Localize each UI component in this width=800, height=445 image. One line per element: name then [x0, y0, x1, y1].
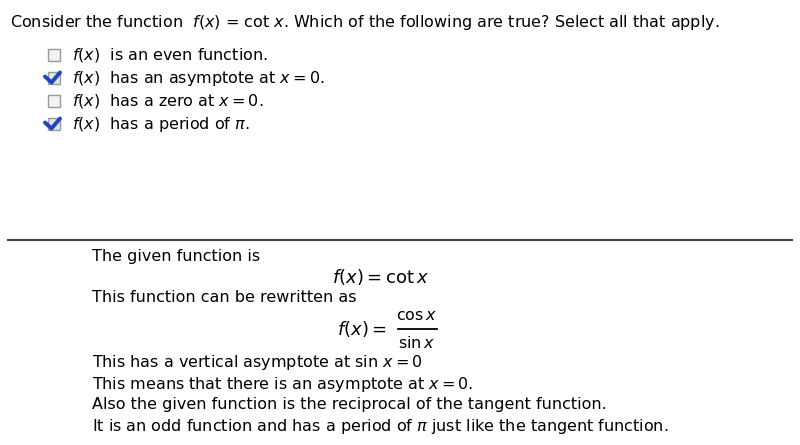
Text: The given function is: The given function is	[92, 250, 260, 264]
Text: $f(x)$  has a zero at $x = 0$.: $f(x)$ has a zero at $x = 0$.	[72, 92, 263, 110]
Text: $f(x) = \cot x$: $f(x) = \cot x$	[331, 267, 429, 287]
Text: $f(x)$  is an even function.: $f(x)$ is an even function.	[72, 46, 268, 64]
Text: This means that there is an asymptote at $x = 0$.: This means that there is an asymptote at…	[92, 375, 474, 393]
Text: $\sin x$: $\sin x$	[398, 335, 435, 351]
Text: $\cos x$: $\cos x$	[397, 308, 438, 324]
FancyBboxPatch shape	[48, 49, 60, 61]
FancyBboxPatch shape	[48, 95, 60, 107]
Text: Consider the function  $f(x)$ = cot $x$. Which of the following are true? Select: Consider the function $f(x)$ = cot $x$. …	[10, 13, 719, 32]
Text: This has a vertical asymptote at sin $x = 0$: This has a vertical asymptote at sin $x …	[92, 353, 422, 372]
FancyBboxPatch shape	[48, 72, 60, 84]
Text: This function can be rewritten as: This function can be rewritten as	[92, 290, 357, 304]
Text: It is an odd function and has a period of $\pi$ just like the tangent function.: It is an odd function and has a period o…	[92, 417, 669, 436]
FancyBboxPatch shape	[48, 118, 60, 130]
Text: $f(x)$  has an asymptote at $x = 0$.: $f(x)$ has an asymptote at $x = 0$.	[72, 69, 325, 88]
Text: $f(x) =$: $f(x) =$	[338, 319, 387, 339]
Text: Also the given function is the reciprocal of the tangent function.: Also the given function is the reciproca…	[92, 397, 606, 413]
Text: $f(x)$  has a period of $\pi$.: $f(x)$ has a period of $\pi$.	[72, 114, 250, 134]
